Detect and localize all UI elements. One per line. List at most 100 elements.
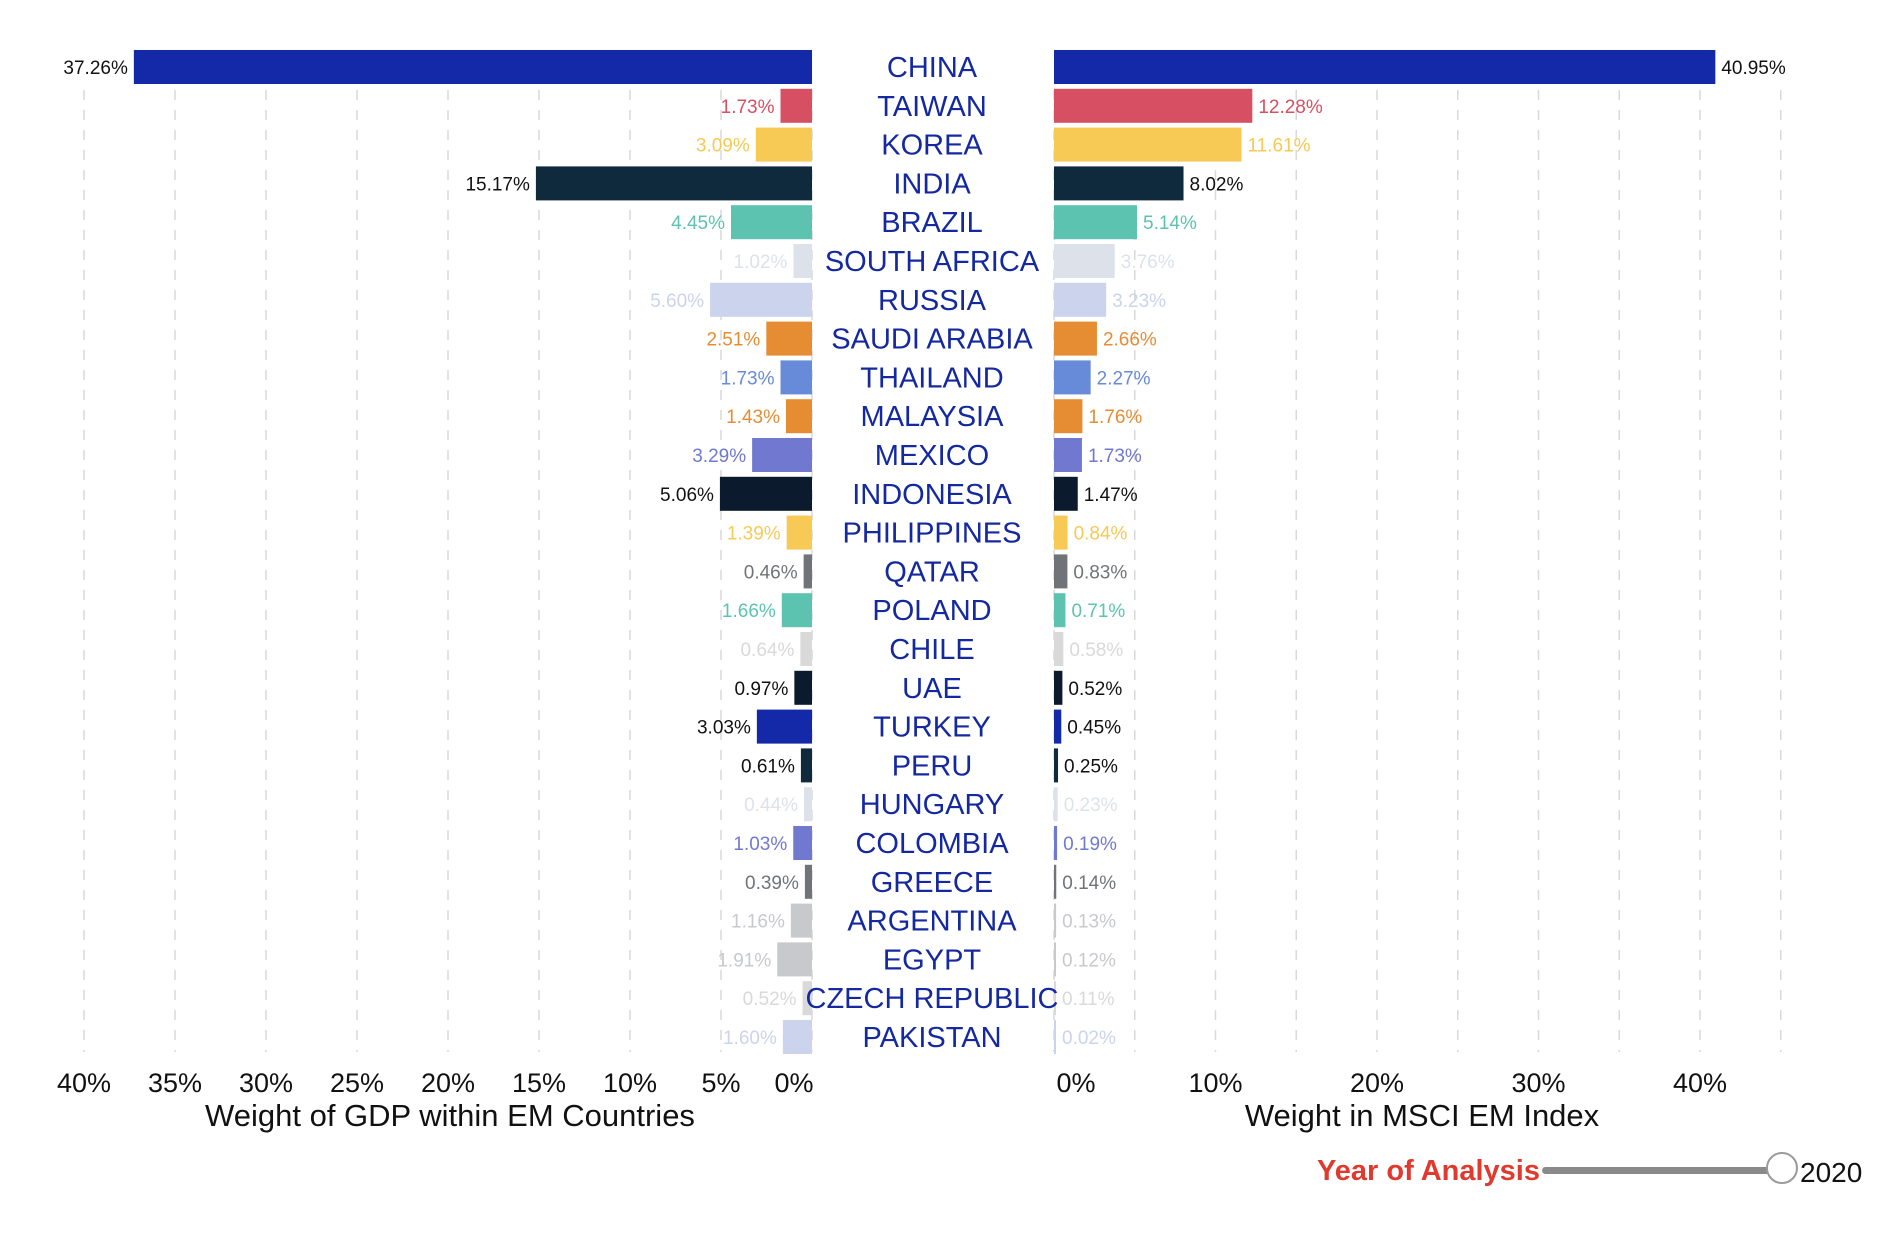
country-label-poland: POLAND	[872, 595, 991, 627]
country-label-greece: GREECE	[871, 867, 993, 899]
label-gdp-czech-republic: 0.52%	[743, 989, 797, 1010]
left-axis-title: Weight of GDP within EM Countries	[205, 1098, 695, 1133]
bar-msci-taiwan	[1054, 88, 1253, 123]
bar-gdp-brazil	[731, 205, 812, 240]
label-gdp-brazil: 4.45%	[671, 213, 725, 234]
bar-msci-czech-republic	[1054, 981, 1056, 1016]
year-slider[interactable]: Year of Analysis 2020	[1317, 1152, 1862, 1188]
label-msci-thailand: 2.27%	[1097, 368, 1151, 389]
tick-right-30: 30%	[1511, 1068, 1565, 1098]
label-msci-qatar: 0.83%	[1073, 562, 1127, 583]
country-label-argentina: ARGENTINA	[847, 906, 1017, 938]
bar-msci-philippines	[1054, 515, 1068, 550]
tick-right-20: 20%	[1350, 1068, 1404, 1098]
bar-msci-greece	[1054, 864, 1057, 899]
label-msci-taiwan: 12.28%	[1258, 97, 1323, 118]
tick-left-30: 30%	[239, 1068, 293, 1098]
bar-gdp-qatar	[803, 554, 812, 589]
label-msci-china: 40.95%	[1721, 58, 1786, 79]
label-msci-south-africa: 3.76%	[1121, 252, 1175, 273]
label-gdp-egypt: 1.91%	[717, 950, 771, 971]
bar-msci-pakistan	[1054, 1020, 1056, 1054]
bar-gdp-russia	[710, 282, 812, 317]
bar-msci-uae	[1054, 670, 1063, 705]
country-label-egypt: EGYPT	[883, 944, 982, 976]
bar-gdp-china	[133, 50, 813, 84]
label-msci-greece: 0.14%	[1062, 873, 1116, 894]
msci-weight-bars	[1054, 50, 1716, 1054]
label-gdp-malaysia: 1.43%	[726, 407, 780, 428]
label-msci-brazil: 5.14%	[1143, 213, 1197, 234]
label-gdp-poland: 1.66%	[722, 601, 776, 622]
bar-gdp-uae	[794, 670, 812, 705]
label-gdp-colombia: 1.03%	[733, 834, 787, 855]
label-msci-hungary: 0.23%	[1064, 795, 1118, 816]
country-label-peru: PERU	[892, 750, 973, 782]
label-gdp-qatar: 0.46%	[744, 562, 798, 583]
label-gdp-greece: 0.39%	[745, 873, 799, 894]
label-gdp-saudi-arabia: 2.51%	[706, 330, 760, 351]
label-gdp-russia: 5.60%	[650, 291, 704, 312]
label-msci-saudi-arabia: 2.66%	[1103, 330, 1157, 351]
bar-gdp-taiwan	[780, 88, 812, 123]
label-msci-argentina: 0.13%	[1062, 912, 1116, 933]
label-msci-poland: 0.71%	[1071, 601, 1125, 622]
bar-gdp-argentina	[790, 903, 812, 938]
bar-gdp-malaysia	[785, 399, 812, 434]
tick-left-35: 35%	[148, 1068, 202, 1098]
slider-value: 2020	[1800, 1157, 1862, 1188]
label-msci-indonesia: 1.47%	[1084, 485, 1138, 506]
bar-gdp-egypt	[777, 942, 812, 977]
slider-handle[interactable]	[1766, 1152, 1798, 1184]
tick-left-25: 25%	[330, 1068, 384, 1098]
label-msci-uae: 0.52%	[1068, 679, 1122, 700]
gdp-weight-value-labels: 37.26% 1.73% 3.09% 15.17% 4.45% 1.02% 5.60%2.5…	[63, 58, 799, 1049]
country-label-philippines: PHILIPPINES	[843, 518, 1022, 550]
label-gdp-hungary: 0.44%	[744, 795, 798, 816]
label-msci-pakistan: 0.02%	[1062, 1028, 1116, 1049]
country-label-thailand: THAILAND	[860, 362, 1003, 394]
label-msci-chile: 0.58%	[1069, 640, 1123, 661]
bar-gdp-thailand	[780, 360, 812, 395]
slider-track[interactable]	[1542, 1167, 1782, 1174]
label-gdp-india: 15.17%	[465, 174, 530, 195]
label-gdp-peru: 0.61%	[741, 756, 795, 777]
bar-msci-malaysia	[1054, 399, 1083, 434]
bar-msci-russia	[1054, 282, 1107, 317]
bar-msci-india	[1054, 166, 1184, 201]
label-gdp-south-africa: 1.02%	[734, 252, 788, 273]
label-msci-mexico: 1.73%	[1088, 446, 1142, 467]
tick-left-0: 0%	[774, 1068, 813, 1098]
bar-msci-hungary	[1054, 787, 1058, 822]
country-label-malaysia: MALAYSIA	[861, 401, 1005, 433]
bar-gdp-pakistan	[782, 1020, 812, 1054]
bar-msci-qatar	[1054, 554, 1068, 589]
label-msci-colombia: 0.19%	[1063, 834, 1117, 855]
country-label-russia: RUSSIA	[878, 285, 987, 317]
tick-left-5: 5%	[701, 1068, 740, 1098]
bar-gdp-peru	[800, 748, 812, 783]
right-axis-title: Weight in MSCI EM Index	[1245, 1098, 1600, 1133]
bar-gdp-colombia	[793, 826, 812, 860]
right-axis-ticks: 0% 10% 20% 30% 40%	[1056, 1068, 1727, 1098]
label-gdp-uae: 0.97%	[734, 679, 788, 700]
tick-left-40: 40%	[57, 1068, 111, 1098]
country-label-india: INDIA	[893, 168, 971, 200]
country-label-colombia: COLOMBIA	[855, 828, 1009, 860]
bar-gdp-mexico	[752, 438, 812, 472]
country-label-indonesia: INDONESIA	[852, 479, 1012, 511]
country-label-korea: KOREA	[881, 130, 983, 162]
bar-gdp-poland	[781, 593, 812, 628]
bar-msci-indonesia	[1054, 476, 1078, 511]
bar-gdp-chile	[800, 632, 812, 666]
label-gdp-indonesia: 5.06%	[660, 485, 714, 506]
tick-right-40: 40%	[1673, 1068, 1727, 1098]
label-msci-india: 8.02%	[1190, 174, 1244, 195]
tick-left-10: 10%	[603, 1068, 657, 1098]
bar-gdp-korea	[755, 127, 812, 162]
bar-msci-brazil	[1054, 205, 1138, 240]
tick-right-0: 0%	[1056, 1068, 1095, 1098]
bar-gdp-greece	[804, 864, 812, 899]
country-label-qatar: QATAR	[884, 556, 980, 588]
country-label-south-africa: SOUTH AFRICA	[825, 246, 1040, 278]
